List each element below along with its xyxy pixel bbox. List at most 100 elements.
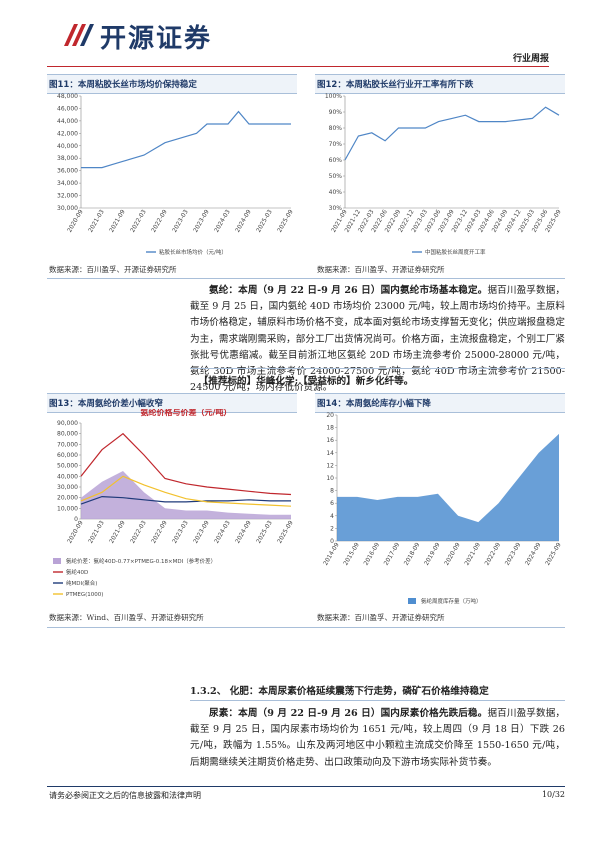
y-tick-label: 8 [330,488,334,495]
x-tick-label: 2025-09 [276,208,295,233]
x-tick-label: 2020-09 [66,208,85,233]
x-tick-label: 2019-09 [423,541,442,566]
y-tick-label: 60,000 [57,452,78,459]
y-tick-label: 32,000 [57,193,78,200]
legend-label: 氨纶周度库存量（万吨） [421,597,482,605]
y-tick-label: 60% [329,157,343,164]
series-line [344,106,560,161]
lead: 氨纶：本周（9 月 22 日-9 月 26 日）国内氨纶市场基本稳定。 [209,285,488,296]
y-tick-label: 30,000 [57,205,78,212]
y-tick-label: 30,000 [57,484,78,491]
series-line [80,495,291,505]
series-line [80,432,292,496]
rule [190,700,565,701]
figure-title: 图13：本周氨纶价差小幅收窄 [47,393,297,413]
y-tick-label: 90% [329,109,343,116]
y-tick-label: 40,000 [57,143,78,150]
x-tick-label: 2021-09 [463,541,482,566]
x-tick-label: 2022-09 [150,519,169,544]
section-heading: 1.3.2、 化肥：本周尿素价格延续震荡下行走势，磷矿石价格维持稳定 [190,686,489,697]
x-tick-label: 2017-09 [383,541,402,566]
report-tag: 行业周报 [512,54,549,64]
x-tick-label: 2021-03 [87,208,106,233]
x-tick-label: 2021-09 [108,519,127,544]
y-tick-label: 36,000 [57,168,78,175]
series-line [80,475,292,507]
paragraph: 尿素：本周（9 月 22 日-9 月 26 日）国内尿素价格先跌后稳。据百川盈孚… [190,706,565,771]
x-tick-label: 2024-03 [213,519,232,544]
x-tick-label: 2025-03 [255,208,274,233]
source: 数据来源：百川盈孚、开源证券研究所 [49,265,177,274]
y-tick-label: 40,000 [57,473,78,480]
y-tick-label: 34,000 [57,180,78,187]
x-tick-label: 2015-09 [342,541,361,566]
x-tick-label: 2024-09 [234,519,253,544]
y-tick-label: 44,000 [57,118,78,125]
lead: 尿素：本周（9 月 22 日-9 月 26 日）国内尿素价格先跌后稳。 [209,708,488,719]
figure-title: 图12：本周粘胶长丝行业开工率有所下跌 [315,74,565,94]
y-tick-label: 70,000 [57,441,78,448]
chart: 30,000 32,000 34,000 36,000 38,000 40,000 42,0… [57,93,295,256]
y-tick-label: 20 [326,412,334,419]
x-tick-label: 2020-09 [66,519,85,544]
source: 数据来源：Wind、百川盈孚、开源证券研究所 [49,613,204,622]
disclaimer: 请务必参阅正文之后的信息披露和法律声明 [49,791,201,800]
source: 数据来源：百川盈孚、开源证券研究所 [317,265,445,274]
x-tick-label: 2021-09 [108,208,127,233]
paragraph: 氨纶：本周（9 月 22 日-9 月 26 日）国内氨纶市场基本稳定。据百川盈孚… [190,283,565,396]
y-tick-label: 38,000 [57,155,78,162]
series-area [337,433,559,541]
y-tick-label: 18 [326,425,334,432]
rule [190,368,565,369]
legend-label: 中国粘胶长丝周度开工率 [425,248,486,256]
y-tick-label: 46,000 [57,105,78,112]
y-tick-label: 2 [330,525,334,532]
source: 数据来源：百川盈孚、开源证券研究所 [317,613,445,622]
y-tick-label: 80,000 [57,431,78,438]
x-tick-label: 2022-03 [129,208,148,233]
x-tick-label: 2016-09 [362,541,381,566]
chart: 氨纶价格与价差（元/吨） 0 10,000 20,000 30,000 40,000 50,… [53,409,295,598]
y-tick-label: 4 [330,513,334,520]
x-tick-label: 2023-09 [504,541,523,566]
x-tick-label: 2023-09 [192,519,211,544]
y-tick-label: 20,000 [57,495,78,502]
x-tick-label: 2023-09 [192,208,211,233]
y-tick-label: 16 [326,437,334,444]
y-tick-label: 14 [326,450,334,457]
y-tick-label: 30% [329,205,343,212]
y-tick-label: 50% [329,173,343,180]
y-tick-label: 90,000 [57,420,78,427]
y-tick-label: 0 [74,516,78,523]
y-tick-label: 12 [326,462,334,469]
legend-label: PTMEG(1000) [66,592,103,598]
figure-title: 图11：本周粘胶长丝市场均价保持稳定 [47,74,297,94]
y-tick-label: 50,000 [57,463,78,470]
legend-swatch [53,558,61,564]
x-tick-label: 2022-09 [484,541,503,566]
x-tick-label: 2024-09 [524,541,543,566]
y-tick-label: 10,000 [57,505,78,512]
y-tick-label: 70% [329,141,343,148]
page-number: 10/32 [541,790,565,799]
legend-label: 氨纶价差：氨纶40D-0.77×PTMEG-0.18×MDI（参考价差） [66,557,216,565]
x-tick-label: 2023-03 [171,519,190,544]
x-tick-label: 2022-09 [150,208,169,233]
y-tick-label: 80% [329,125,343,132]
body: 据百川盈孚数据，截至 9 月 25 日，国内氨纶 40D 市场均价 23000 … [190,285,566,394]
series-area [81,471,291,519]
y-tick-label: 40% [329,189,343,196]
x-tick-label: 2022-03 [129,519,148,544]
legend-label: 粘胶长丝市场均价（元/吨） [159,248,227,256]
series-line [81,110,291,169]
footer-rule [47,786,565,787]
y-tick-label: 48,000 [57,93,78,100]
x-tick-label: 2021-03 [87,519,106,544]
y-tick-label: 10 [326,475,334,482]
y-tick-label: 0 [330,538,334,545]
x-tick-label: 2024-09 [234,208,253,233]
legend-swatch [408,598,416,604]
legend-label: 氨纶40D [66,568,88,576]
